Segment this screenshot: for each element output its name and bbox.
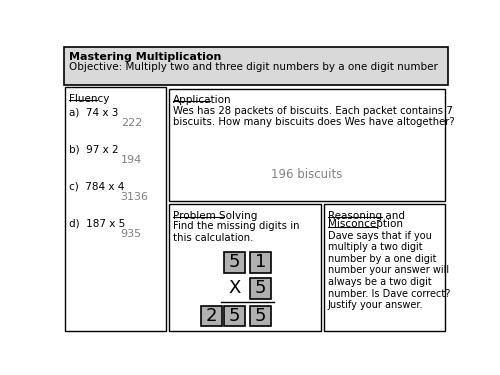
FancyBboxPatch shape xyxy=(224,306,245,326)
Text: 1: 1 xyxy=(254,253,266,271)
FancyBboxPatch shape xyxy=(224,252,245,273)
FancyBboxPatch shape xyxy=(168,89,446,201)
Text: Find the missing digits in
this calculation.: Find the missing digits in this calculat… xyxy=(172,221,299,243)
FancyBboxPatch shape xyxy=(324,204,446,331)
Text: 5: 5 xyxy=(229,253,240,271)
Text: 196 biscuits: 196 biscuits xyxy=(272,168,342,181)
Text: Misconception: Misconception xyxy=(328,219,403,229)
Text: 3136: 3136 xyxy=(120,192,148,202)
Text: 194: 194 xyxy=(120,155,142,165)
Text: 5: 5 xyxy=(254,279,266,297)
FancyBboxPatch shape xyxy=(250,278,270,299)
Text: Problem Solving: Problem Solving xyxy=(172,210,257,220)
Text: b)  97 x 2: b) 97 x 2 xyxy=(68,144,118,154)
Text: Fluency: Fluency xyxy=(68,93,109,104)
Text: 5: 5 xyxy=(254,307,266,325)
Text: 222: 222 xyxy=(120,118,142,128)
Text: Dave says that if you
multiply a two digit
number by a one digit
number your ans: Dave says that if you multiply a two dig… xyxy=(328,231,450,310)
Text: d)  187 x 5: d) 187 x 5 xyxy=(68,218,125,228)
Text: Reasoning and: Reasoning and xyxy=(328,210,405,220)
Text: 5: 5 xyxy=(229,307,240,325)
Text: Objective: Multiply two and three digit numbers by a one digit number: Objective: Multiply two and three digit … xyxy=(68,62,438,72)
Text: 935: 935 xyxy=(120,229,142,239)
Text: Application: Application xyxy=(172,95,231,105)
Text: c)  784 x 4: c) 784 x 4 xyxy=(68,181,124,191)
Text: Mastering Multiplication: Mastering Multiplication xyxy=(68,52,221,62)
FancyBboxPatch shape xyxy=(168,204,321,331)
FancyBboxPatch shape xyxy=(64,46,448,85)
Text: Wes has 28 packets of biscuits. Each packet contains 7
biscuits. How many biscui: Wes has 28 packets of biscuits. Each pac… xyxy=(172,106,454,128)
FancyBboxPatch shape xyxy=(250,252,270,273)
FancyBboxPatch shape xyxy=(201,306,222,326)
Text: 2: 2 xyxy=(206,307,217,325)
FancyBboxPatch shape xyxy=(65,87,166,331)
Text: X: X xyxy=(228,279,241,297)
FancyBboxPatch shape xyxy=(250,306,270,326)
Text: a)  74 x 3: a) 74 x 3 xyxy=(68,107,118,117)
